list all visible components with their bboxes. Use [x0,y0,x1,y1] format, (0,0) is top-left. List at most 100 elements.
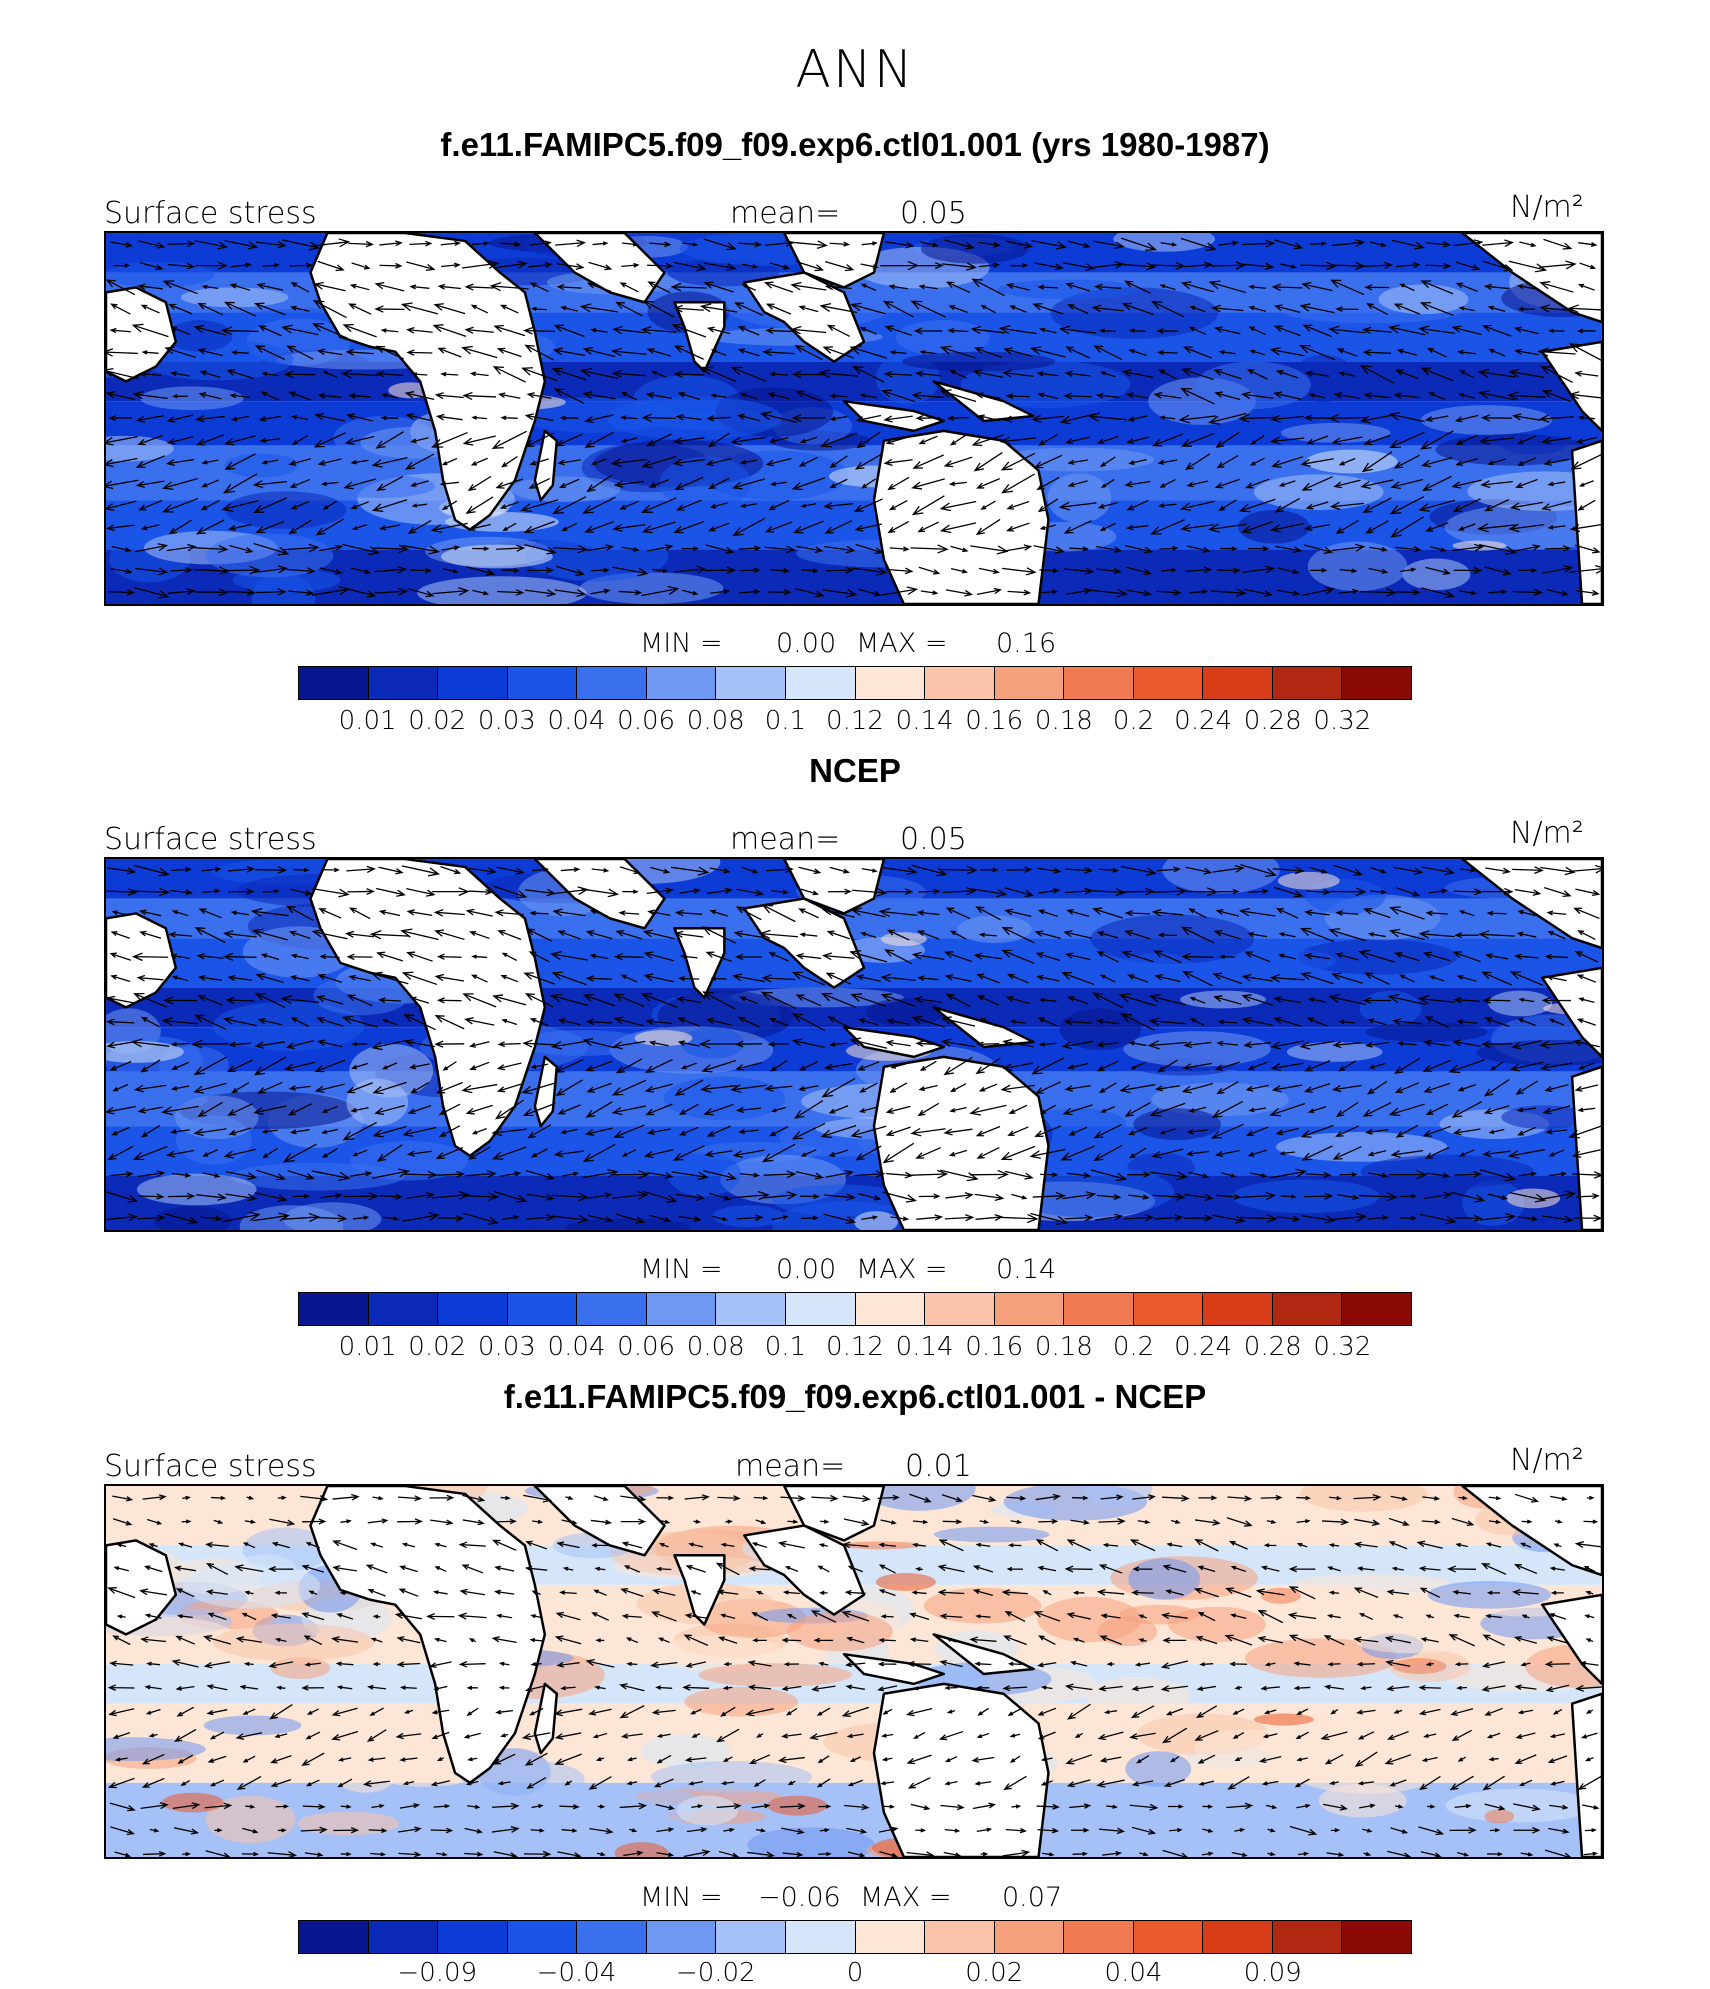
wind-vector-arrow [979,1017,997,1027]
wind-vector-arrow [686,1826,708,1833]
colorbar-swatch [1272,1293,1343,1325]
wind-vector-arrow [435,1852,448,1857]
wind-vector-arrow [1540,866,1576,876]
wind-vector-arrow [1166,1542,1183,1548]
wind-vector-arrow [1418,499,1456,512]
wind-vector-arrow [1425,566,1451,576]
panel-3-units: N/m² [1510,1443,1584,1478]
wind-vector-arrow [801,1215,819,1221]
contour-fill [106,435,174,462]
wind-vector-arrow [675,1193,705,1201]
wind-vector-arrow [1569,864,1602,874]
wind-vector-arrow [1096,567,1122,575]
wind-vector-arrow [791,413,826,423]
wind-vector-arrow [1296,1519,1311,1524]
wind-vector-arrow [1069,1803,1092,1809]
wind-vector-arrow [368,1828,388,1833]
wind-vector-arrow [841,1706,869,1717]
wind-vector-arrow [1331,972,1363,984]
wind-vector-arrow [370,1852,387,1857]
wind-vector-arrow [1202,1828,1214,1833]
wind-vector-arrow [1278,953,1297,960]
panel-2-max-value: 0.14 [996,1254,1057,1285]
wind-vector-arrow [681,546,700,551]
wind-vector-arrow [1270,1168,1307,1179]
wind-vector-arrow [320,481,339,487]
wind-vector-arrow [434,973,465,982]
panel-1-colorbar-ticks: 0.01 0.02 0.03 0.04 0.06 0.08 0.1 0.12 0.14 0.16 0… [0,706,1710,738]
wind-vector-arrow [1333,391,1361,399]
wind-vector-arrow [1242,565,1276,574]
wind-vector-arrow [707,887,733,895]
wind-vector-arrow [730,366,767,382]
wind-vector-arrow [1478,436,1515,445]
wind-vector-arrow [1004,1170,1034,1180]
wind-vector-arrow [167,1192,196,1200]
wind-vector-arrow [317,260,345,272]
wind-vector-arrow [1273,391,1302,400]
contour-fill [767,1795,828,1816]
wind-vector-arrow [1224,1634,1253,1646]
continent-outline [842,1025,946,1059]
wind-vector-arrow [690,1708,702,1715]
wind-vector-arrow [241,1851,260,1857]
wind-vector-arrow [944,1214,975,1222]
wind-vector-arrow [290,500,310,510]
wind-vector-arrow [1302,324,1332,338]
wind-vector-arrow [1550,1590,1564,1596]
wind-vector-arrow [286,567,316,575]
wind-vector-arrow [469,930,490,940]
wind-vector-arrow [106,500,137,511]
wind-vector-arrow [944,1780,958,1786]
wind-vector-arrow [1544,1849,1572,1857]
wind-vector-arrow [274,1590,287,1595]
wind-vector-arrow [1131,1589,1154,1596]
wind-vector-arrow [492,994,527,1006]
wind-vector-arrow [1453,996,1480,1004]
wind-vector-arrow [620,1518,647,1525]
wind-vector-arrow [401,865,441,877]
wind-vector-arrow [823,1213,857,1225]
wind-vector-arrow [672,1145,705,1161]
wind-vector-arrow [592,1732,608,1739]
wind-vector-arrow [944,1685,958,1691]
wind-vector-arrow [1128,1194,1150,1200]
wind-vector-arrow [196,1193,227,1201]
wind-vector-arrow [433,1685,448,1691]
wind-vector-arrow [319,954,340,960]
wind-vector-arrow [1121,369,1154,378]
wind-vector-arrow [1385,1659,1411,1667]
wind-vector-arrow [841,1610,870,1622]
colorbar-swatch [1133,1293,1204,1325]
wind-vector-arrow [1040,589,1058,595]
wind-vector-arrow [257,325,282,337]
wind-vector-arrow [610,347,647,357]
wind-vector-arrow [204,1802,233,1810]
wind-vector-arrow [1452,1589,1471,1595]
wind-vector-arrow [1335,519,1359,534]
wind-vector-arrow [1010,263,1029,268]
wind-vector-arrow [1305,1171,1332,1179]
wind-vector-arrow [138,1170,166,1178]
wind-vector-arrow [717,1495,741,1502]
wind-vector-arrow [878,907,918,918]
wind-vector-arrow [442,568,459,574]
wind-vector-arrow [1356,1566,1375,1572]
contour-fill [374,1761,477,1787]
wind-vector-arrow [1553,1543,1562,1548]
wind-vector-arrow [582,496,616,514]
wind-vector-arrow [640,325,677,335]
wind-vector-arrow [1039,524,1056,530]
wind-vector-arrow [587,1214,613,1223]
wind-vector-arrow [1180,432,1214,447]
wind-vector-arrow [556,1541,580,1549]
wind-vector-arrow [501,455,518,468]
wind-vector-arrow [1040,1172,1059,1178]
wind-vector-arrow [751,1803,771,1809]
wind-vector-arrow [1455,282,1478,292]
wind-vector-arrow [344,435,375,445]
wind-vector-arrow [403,1038,435,1048]
wind-vector-arrow [1520,1662,1531,1667]
wind-vector-arrow [791,1013,826,1032]
wind-vector-arrow [409,996,430,1004]
